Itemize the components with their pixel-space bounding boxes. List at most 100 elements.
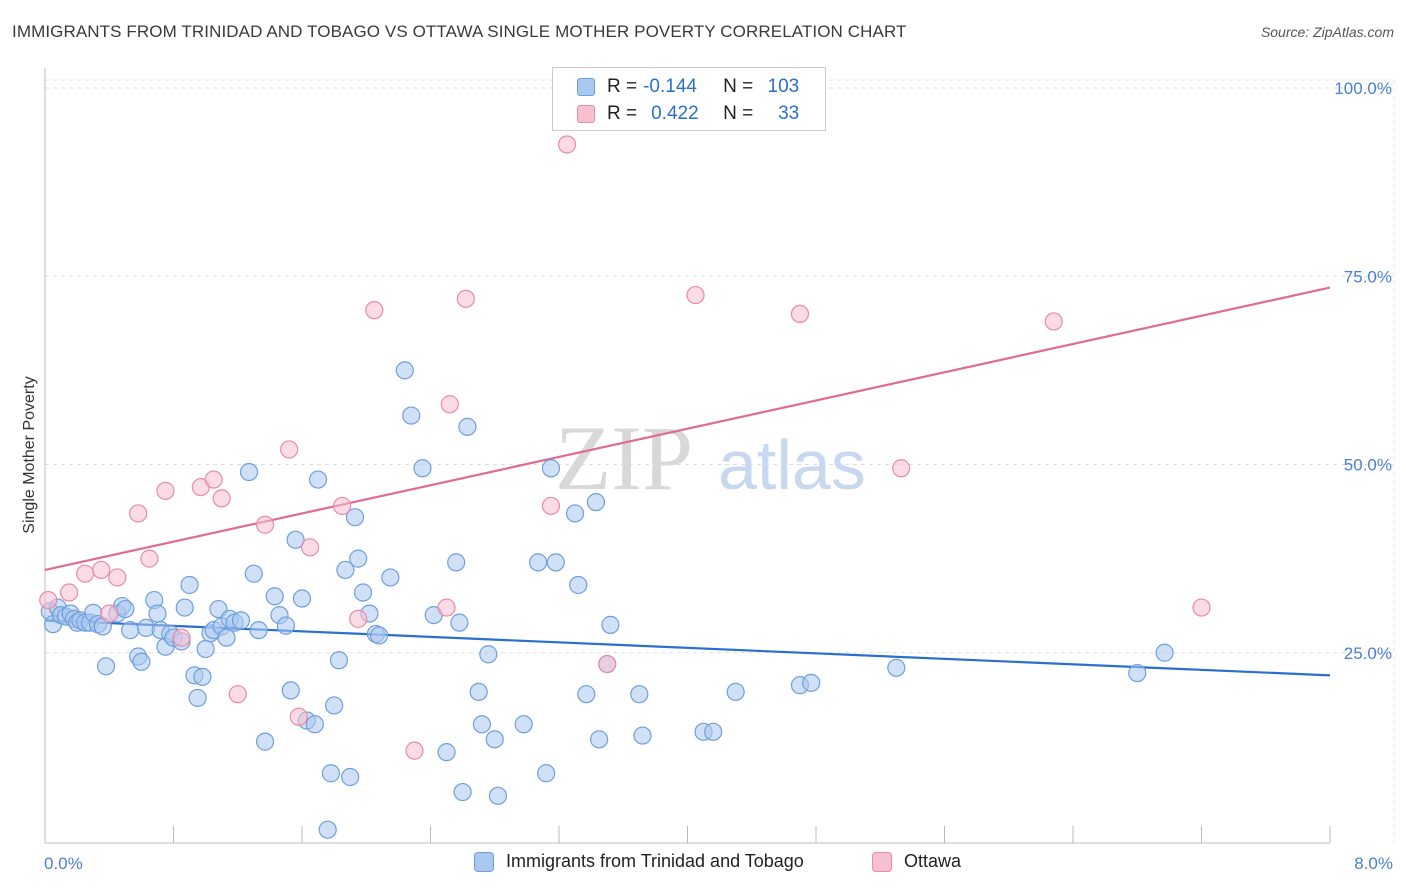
point-ottawa	[92, 560, 111, 580]
point-immigrants	[381, 568, 400, 587]
point-immigrants	[537, 764, 556, 783]
point-ottawa	[1192, 598, 1211, 617]
point-immigrants	[349, 549, 368, 568]
point-ottawa	[59, 583, 79, 602]
stats-swatch-immigrants	[577, 78, 595, 96]
point-immigrants	[188, 688, 207, 708]
point-ottawa	[440, 395, 459, 414]
legend-item-immigrants[interactable]: Immigrants from Trinidad and Tobago	[474, 851, 804, 872]
stats-n-label: N =	[723, 103, 754, 124]
stats-r-label: R =	[607, 76, 638, 97]
legend-label-immigrants: Immigrants from Trinidad and Tobago	[506, 851, 804, 871]
point-immigrants	[292, 589, 312, 608]
point-ottawa	[365, 301, 384, 320]
point-immigrants	[281, 681, 300, 700]
point-immigrants	[541, 459, 561, 478]
point-immigrants	[437, 743, 456, 762]
stats-legend: R = -0.144 N = 103 R = 0.422 N = 33	[552, 67, 826, 131]
stats-row-immigrants: R = -0.144 N = 103	[577, 74, 799, 100]
point-immigrants	[469, 682, 488, 702]
point-immigrants	[514, 715, 533, 734]
axes	[44, 68, 1331, 844]
point-immigrants	[370, 626, 389, 645]
point-ottawa	[140, 549, 159, 568]
point-immigrants	[577, 685, 596, 704]
y-tick-label: 50.0%	[1344, 456, 1392, 475]
point-immigrants	[630, 685, 649, 704]
x-tick-label-max: 8.0%	[1354, 854, 1393, 873]
point-immigrants	[395, 361, 414, 380]
point-immigrants	[180, 575, 199, 595]
chart-title: IMMIGRANTS FROM TRINIDAD AND TOBAGO VS O…	[12, 22, 907, 41]
point-immigrants	[601, 615, 620, 634]
point-immigrants	[1155, 643, 1174, 662]
stats-r-value: -0.144	[643, 76, 697, 97]
point-immigrants	[336, 560, 355, 580]
point-immigrants	[546, 553, 565, 572]
point-immigrants	[1128, 663, 1147, 683]
y-tick-label: 75.0%	[1344, 267, 1392, 286]
point-immigrants	[704, 722, 723, 741]
stats-swatch-ottawa	[577, 105, 595, 123]
point-ottawa	[541, 496, 561, 516]
point-immigrants	[249, 621, 268, 640]
point-immigrants	[318, 820, 337, 839]
point-immigrants	[217, 628, 236, 647]
point-ottawa	[686, 285, 705, 305]
stats-n-label: N =	[723, 76, 754, 97]
point-ottawa	[598, 654, 617, 674]
point-ottawa	[255, 515, 275, 534]
x-tick-label-min: 0.0%	[44, 854, 83, 873]
stats-r-label: R =	[607, 103, 638, 124]
legend-item-ottawa[interactable]: Ottawa	[872, 851, 961, 872]
point-immigrants	[175, 598, 194, 617]
point-immigrants	[887, 658, 906, 677]
point-ottawa	[300, 538, 320, 557]
watermark-zip: ZIP	[555, 407, 693, 509]
point-ottawa	[280, 440, 299, 459]
point-ottawa	[333, 496, 352, 516]
point-immigrants	[96, 657, 116, 676]
point-immigrants	[569, 575, 588, 595]
point-ottawa	[405, 741, 424, 760]
point-immigrants	[325, 696, 344, 715]
point-ottawa	[172, 628, 191, 647]
point-ottawa	[557, 135, 577, 154]
point-ottawa	[1044, 312, 1063, 331]
point-immigrants	[485, 730, 504, 749]
point-immigrants	[402, 406, 421, 425]
point-immigrants	[479, 645, 498, 664]
watermark-atlas: atlas	[718, 426, 866, 504]
stats-row-ottawa: R = 0.422 N = 33	[577, 101, 799, 127]
point-immigrants	[148, 604, 167, 623]
point-ottawa	[456, 289, 475, 308]
point-immigrants	[458, 417, 477, 436]
point-immigrants	[353, 583, 373, 602]
point-ottawa	[76, 564, 95, 583]
tick-labels: 25.0% 50.0% 75.0% 100.0% 0.0% 8.0%	[44, 79, 1393, 873]
point-ottawa	[100, 604, 119, 623]
legend-label-ottawa: Ottawa	[904, 851, 962, 871]
source-credit: Source: ZipAtlas.com	[1260, 24, 1394, 40]
point-immigrants	[255, 732, 275, 751]
point-immigrants	[726, 682, 745, 702]
point-immigrants	[453, 782, 472, 802]
point-immigrants	[321, 764, 341, 783]
point-immigrants	[341, 767, 360, 787]
point-immigrants	[116, 599, 135, 619]
point-immigrants	[121, 621, 140, 640]
point-ottawa	[349, 609, 368, 628]
point-ottawa	[228, 685, 247, 704]
point-immigrants	[633, 726, 652, 745]
point-ottawa	[39, 590, 58, 610]
legend-swatch-immigrants	[474, 851, 494, 872]
point-immigrants	[239, 462, 259, 482]
point-immigrants	[447, 553, 466, 572]
point-immigrants	[308, 470, 328, 489]
point-immigrants	[265, 587, 284, 606]
point-immigrants	[345, 508, 365, 527]
point-immigrants	[305, 715, 324, 734]
point-immigrants	[276, 616, 296, 635]
point-immigrants	[329, 651, 349, 670]
point-ottawa	[892, 459, 911, 478]
